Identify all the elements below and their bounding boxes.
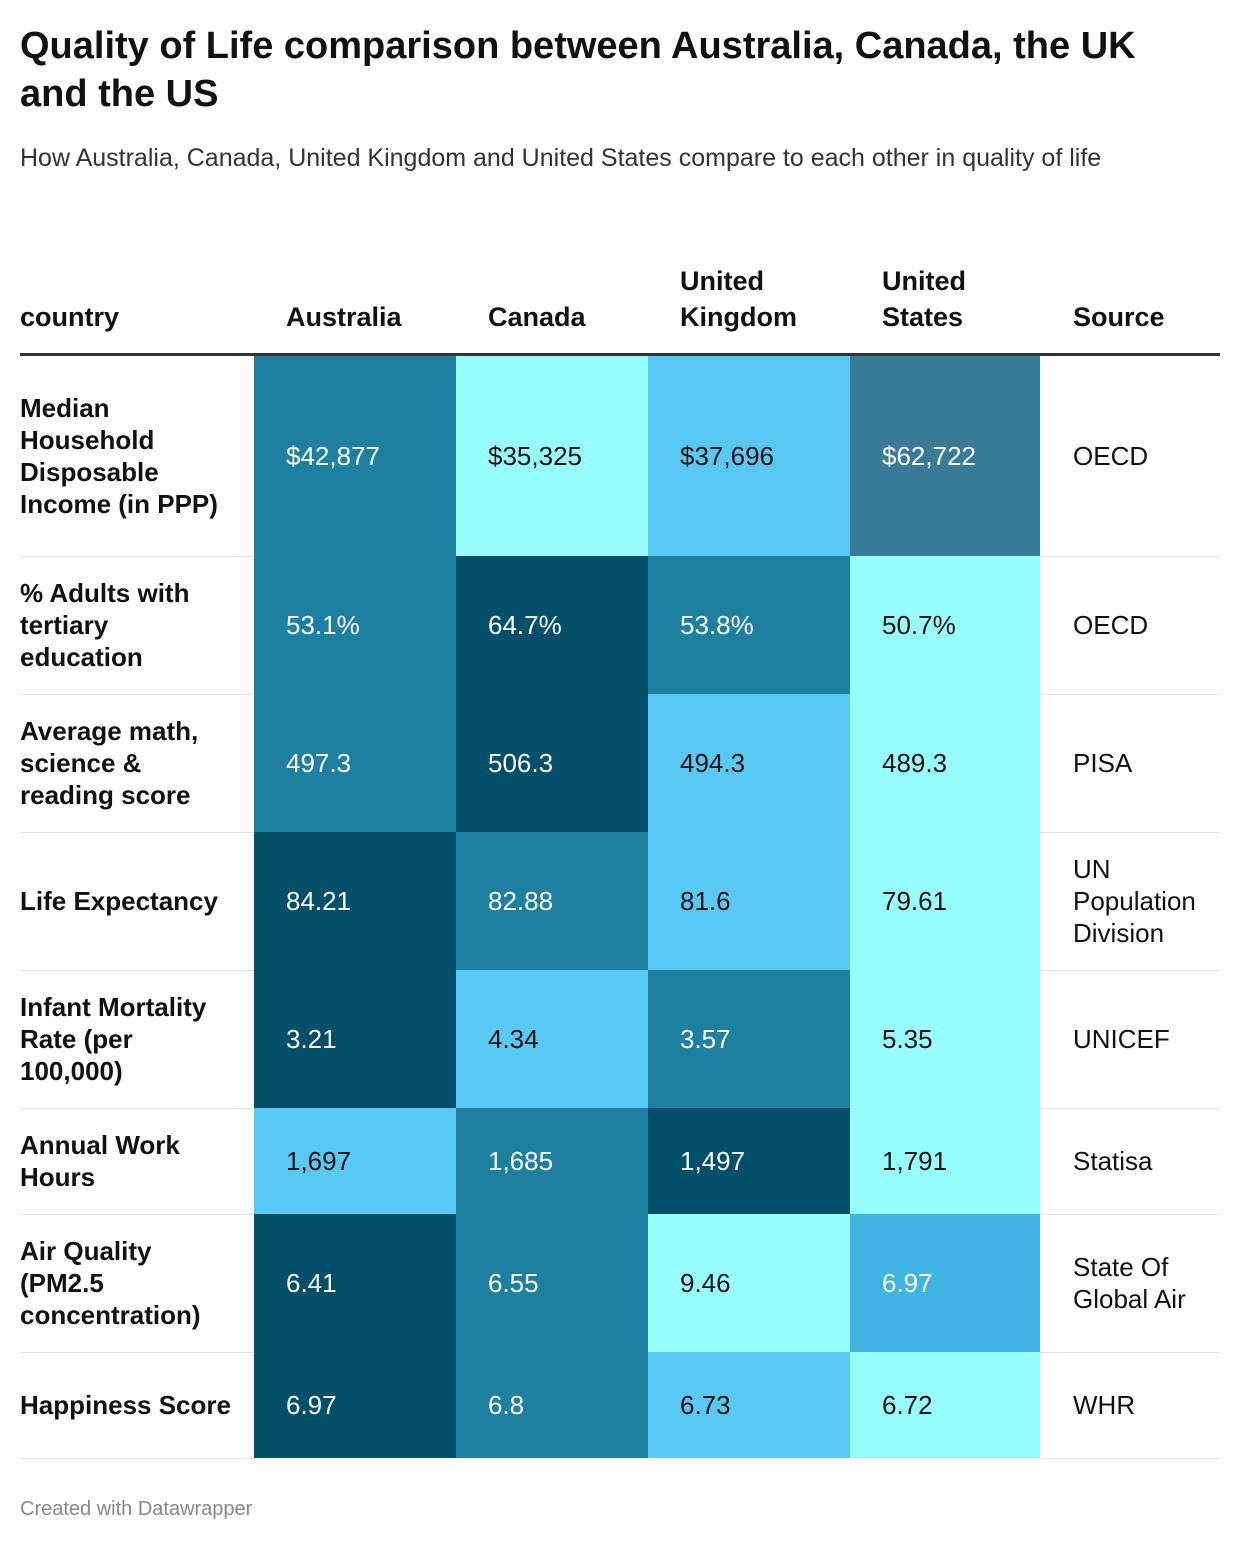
heat-cell-work-hours-australia: 1,697 [254,1108,456,1214]
heatmap-table: country Australia Canada United Kingdom … [20,248,1220,1459]
row-label-tertiary-education: % Adults with tertiary education [20,556,254,695]
heat-cell-life-expectancy-united-states: 79.61 [850,832,1040,970]
heat-cell-pisa-score-canada: 506.3 [456,694,648,832]
heat-cell-work-hours-canada: 1,685 [456,1108,648,1214]
heat-cell-happiness-australia: 6.97 [254,1352,456,1458]
row-label-happiness: Happiness Score [20,1352,254,1459]
row-label-work-hours: Annual Work Hours [20,1108,254,1215]
heat-cell-infant-mortality-canada: 4.34 [456,970,648,1108]
table-row-pisa-score: Average math, science & reading score 497… [20,694,1220,833]
heat-cell-happiness-united-kingdom: 6.73 [648,1352,850,1458]
source-cell-happiness: WHR [1040,1352,1220,1459]
table-row-work-hours: Annual Work Hours 1,697 1,685 1,497 1,791 Sta… [20,1108,1220,1215]
heat-cell-air-quality-australia: 6.41 [254,1214,456,1352]
heat-cell-tertiary-education-canada: 64.7% [456,556,648,694]
source-cell-tertiary-education: OECD [1040,556,1220,695]
header-row: country Australia Canada United Kingdom … [20,248,1220,356]
source-cell-income: OECD [1040,354,1220,557]
heat-cell-infant-mortality-australia: 3.21 [254,970,456,1108]
source-cell-life-expectancy: UN Population Division [1040,832,1220,971]
table-row-air-quality: Air Quality (PM2.5 concentration) 6.41 6.5… [20,1214,1220,1353]
row-label-infant-mortality: Infant Mortality Rate (per 100,000) [20,970,254,1109]
heat-cell-air-quality-united-states: 6.97 [850,1214,1040,1352]
heat-cell-income-australia: $42,877 [254,354,456,556]
heat-cell-income-united-states: $62,722 [850,354,1040,556]
chart-title: Quality of Life comparison between Austr… [20,25,1136,115]
row-label-pisa-score: Average math, science & reading score [20,694,254,833]
heat-cell-life-expectancy-australia: 84.21 [254,832,456,970]
heat-cell-pisa-score-australia: 497.3 [254,694,456,832]
column-header-united-states: United States [850,248,1040,356]
table-row-happiness: Happiness Score 6.97 6.8 6.73 6.72 WHR [20,1352,1220,1459]
heat-cell-happiness-united-states: 6.72 [850,1352,1040,1458]
heat-cell-air-quality-united-kingdom: 9.46 [648,1214,850,1352]
heat-cell-life-expectancy-canada: 82.88 [456,832,648,970]
heat-cell-tertiary-education-australia: 53.1% [254,556,456,694]
row-label-income: Median Household Disposable Income (in P… [20,354,254,557]
source-cell-work-hours: Statisa [1040,1108,1220,1215]
table-row-income: Median Household Disposable Income (in P… [20,354,1220,557]
column-header-australia: Australia [254,248,456,356]
source-cell-air-quality: State Of Global Air [1040,1214,1220,1353]
heat-cell-work-hours-united-kingdom: 1,497 [648,1108,850,1214]
heat-cell-income-united-kingdom: $37,696 [648,354,850,556]
heat-cell-income-canada: $35,325 [456,354,648,556]
table-row-life-expectancy: Life Expectancy 84.21 82.88 81.6 79.61 UN Pop… [20,832,1220,971]
credit-footer: Created with Datawrapper [20,1498,253,1520]
row-label-life-expectancy: Life Expectancy [20,832,254,971]
column-header-canada: Canada [456,248,648,356]
heat-cell-tertiary-education-united-kingdom: 53.8% [648,556,850,694]
table-row-tertiary-education: % Adults with tertiary education 53.1% 64.… [20,556,1220,695]
column-header-united-kingdom: United Kingdom [648,248,850,356]
table-row-infant-mortality: Infant Mortality Rate (per 100,000) 3.21 4… [20,970,1220,1109]
column-header-source: Source [1040,248,1220,356]
source-cell-pisa-score: PISA [1040,694,1220,833]
heat-cell-infant-mortality-united-states: 5.35 [850,970,1040,1108]
heat-cell-happiness-canada: 6.8 [456,1352,648,1458]
column-header-country: country [20,248,254,356]
heat-cell-pisa-score-united-states: 489.3 [850,694,1040,832]
heat-cell-work-hours-united-states: 1,791 [850,1108,1040,1214]
heat-cell-life-expectancy-united-kingdom: 81.6 [648,832,850,970]
heat-cell-pisa-score-united-kingdom: 494.3 [648,694,850,832]
heat-cell-air-quality-canada: 6.55 [456,1214,648,1352]
heat-cell-infant-mortality-united-kingdom: 3.57 [648,970,850,1108]
heat-cell-tertiary-education-united-states: 50.7% [850,556,1040,694]
chart-subtitle: How Australia, Canada, United Kingdom an… [20,144,1102,172]
source-cell-infant-mortality: UNICEF [1040,970,1220,1109]
row-label-air-quality: Air Quality (PM2.5 concentration) [20,1214,254,1353]
